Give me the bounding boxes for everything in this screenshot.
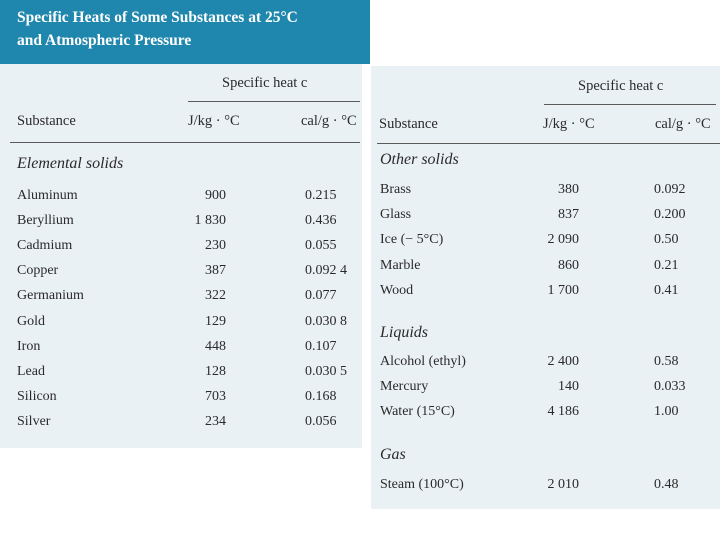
header-separator [377, 143, 720, 144]
jkg-cell: 140 [558, 379, 579, 395]
jkg-cell: 322 [205, 288, 226, 304]
jkg-cell: 2 010 [547, 477, 580, 492]
calg-cell: 0.055 [305, 238, 337, 254]
group-header-rule [544, 104, 716, 105]
calg-cell: 0.41 [654, 282, 679, 298]
substance-cell: Silicon [17, 388, 57, 404]
calg-cell: 0.092 [654, 182, 686, 197]
calg-column-header: cal/g · °C [655, 116, 711, 132]
header-separator [10, 142, 360, 143]
jkg-cell: 129 [205, 313, 226, 329]
calg-cell: 0.50 [654, 232, 679, 248]
substance-cell: Iron [17, 338, 41, 354]
jkg-column-header: J/kg · °C [543, 116, 595, 132]
substance-cell: Germanium [17, 288, 84, 304]
calg-cell: 0.056 [305, 413, 337, 429]
substance-cell: Marble [380, 257, 421, 273]
calg-cell: 0.033 [654, 379, 686, 395]
substance-cell: Mercury [380, 379, 429, 395]
substance-cell: Alcohol (ethyl) [380, 354, 466, 369]
calg-cell: 0.107 [305, 338, 337, 354]
calg-cell: 0.200 [654, 207, 686, 223]
section-heading: Liquids [380, 324, 429, 341]
jkg-cell: 2 090 [547, 232, 580, 248]
calg-cell: 0.21 [654, 257, 679, 273]
substance-column-header: Substance [379, 116, 438, 132]
calg-cell: 1.00 [654, 404, 679, 420]
jkg-cell: 837 [558, 207, 579, 223]
title-line-2: and Atmospheric Pressure [17, 32, 192, 49]
group-header-rule [188, 101, 360, 102]
substance-cell: Silver [17, 413, 51, 429]
substance-column-header: Substance [17, 113, 76, 129]
jkg-cell: 448 [205, 338, 226, 354]
jkg-cell: 703 [205, 388, 226, 404]
substance-cell: Copper [17, 263, 59, 279]
calg-cell: 0.48 [654, 477, 679, 492]
substance-cell: Ice (− 5°C) [380, 232, 444, 248]
section-heading: Other solids [380, 151, 459, 168]
jkg-column-header: J/kg · °C [188, 113, 240, 129]
calg-cell: 0.58 [654, 354, 679, 369]
calg-cell: 0.030 5 [305, 363, 347, 379]
jkg-cell: 234 [205, 413, 226, 429]
calg-cell: 0.215 [305, 188, 337, 203]
specific-heat-group-header: Specific heat c [222, 75, 308, 91]
jkg-cell: 2 400 [547, 354, 580, 369]
jkg-cell: 4 186 [547, 404, 580, 420]
calg-cell: 0.030 8 [305, 313, 347, 329]
jkg-cell: 1 830 [194, 213, 227, 229]
substance-cell: Wood [380, 282, 414, 298]
substance-cell: Steam (100°C) [380, 477, 464, 492]
calg-cell: 0.092 4 [305, 263, 347, 279]
jkg-cell: 387 [205, 263, 226, 279]
substance-cell: Beryllium [17, 213, 74, 229]
jkg-cell: 230 [205, 238, 226, 254]
jkg-cell: 380 [558, 182, 579, 197]
specific-heat-group-header: Specific heat c [578, 78, 664, 94]
jkg-cell: 128 [205, 363, 226, 379]
substance-cell: Cadmium [17, 238, 73, 254]
section-heading: Gas [380, 446, 406, 463]
substance-cell: Glass [380, 207, 412, 223]
substance-cell: Aluminum [17, 188, 78, 203]
calg-cell: 0.436 [305, 213, 337, 229]
jkg-cell: 1 700 [547, 282, 580, 298]
calg-cell: 0.168 [305, 388, 337, 404]
substance-cell: Lead [17, 363, 45, 379]
left-table-panel: Specific heat c Substance J/kg · °C cal/… [0, 64, 362, 448]
substance-cell: Gold [17, 313, 45, 329]
substance-cell: Brass [380, 182, 412, 197]
substance-cell: Water (15°C) [380, 404, 455, 420]
table-title-bar: Specific Heats of Some Substances at 25°… [0, 0, 370, 64]
jkg-cell: 860 [558, 257, 579, 273]
right-table-panel: Specific heat c Substance J/kg · °C cal/… [371, 66, 720, 509]
calg-column-header: cal/g · °C [301, 113, 357, 129]
section-heading: Elemental solids [17, 155, 124, 172]
jkg-cell: 900 [205, 188, 226, 203]
title-line-1: Specific Heats of Some Substances at 25°… [17, 9, 298, 26]
calg-cell: 0.077 [305, 288, 337, 304]
